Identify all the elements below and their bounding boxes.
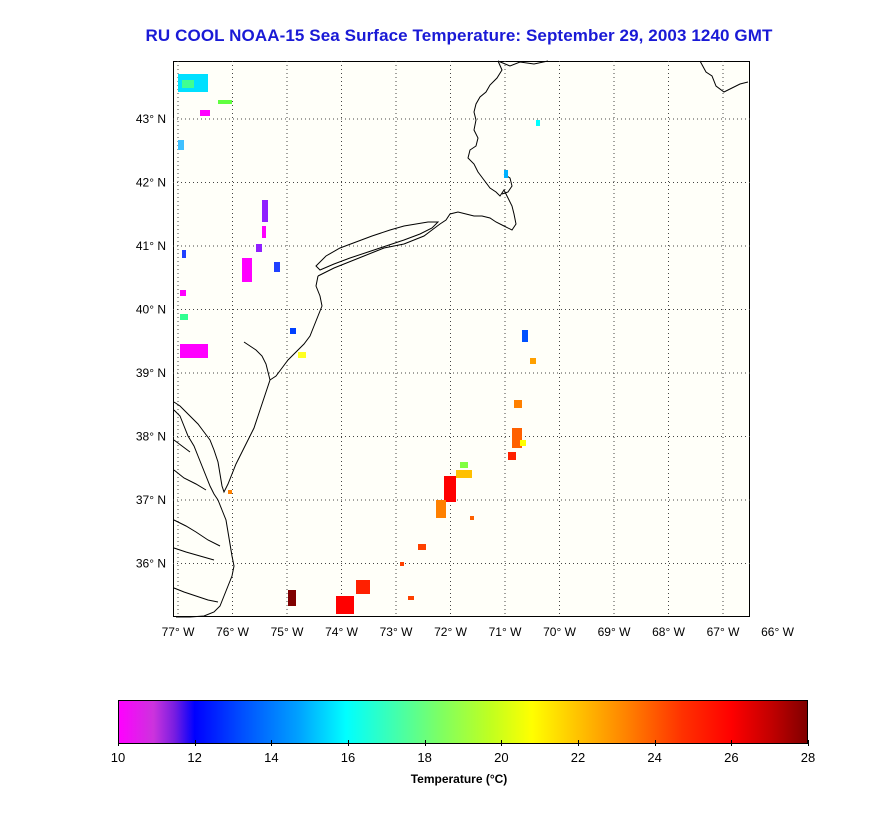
colorbar-tick-label: 18 <box>417 750 432 765</box>
sst-pixel-cluster <box>520 440 526 446</box>
coastline-carolina <box>176 499 235 618</box>
longitude-label: 69° W <box>598 625 631 639</box>
colorbar-tick-label: 26 <box>724 750 739 765</box>
colorbar-tick-label: 24 <box>647 750 662 765</box>
longitude-label: 66° W <box>761 625 794 639</box>
map-overlay: 77° W 76° W 75° W 74° W 73° W 72° W 71° W 70° W… <box>136 60 795 639</box>
sst-pixel-cluster <box>400 562 404 566</box>
sst-pixel-cluster <box>182 80 194 88</box>
sst-pixel-cluster <box>522 330 528 342</box>
coastline-long-island <box>315 221 440 271</box>
sst-pixel-cluster <box>228 490 232 494</box>
sst-pixel-cluster <box>242 258 252 282</box>
colorbar-tick <box>271 740 273 746</box>
sst-pixel-cluster <box>444 476 456 502</box>
sst-pixel-cluster <box>180 314 188 320</box>
colorbar-tick <box>578 740 579 746</box>
colorbar-tick-label: 20 <box>494 750 509 765</box>
colorbar-tick <box>424 740 426 746</box>
colorbar-tick <box>808 740 809 746</box>
longitude-label: 70° W <box>543 625 576 639</box>
sst-pixel-cluster <box>460 462 468 468</box>
sst-pixel-cluster <box>262 226 266 238</box>
sst-pixel-cluster <box>274 262 280 272</box>
sst-data <box>178 74 540 614</box>
sst-pixel-cluster <box>408 596 414 600</box>
colorbar-tick-label: 28 <box>800 750 816 765</box>
latitude-label: 40° N <box>136 303 166 317</box>
coastline-new-england <box>317 60 517 277</box>
colorbar-tick <box>194 740 196 746</box>
sst-pixel-cluster <box>290 328 296 334</box>
coastline-nova-scotia <box>699 60 749 93</box>
sst-pixel-cluster <box>436 500 446 518</box>
colorbar-tick-label: 22 <box>570 750 586 765</box>
sst-pixel-cluster <box>418 544 426 550</box>
longitude-label: 72° W <box>434 625 467 639</box>
colorbar-tick <box>348 740 349 746</box>
latitude-label: 36° N <box>136 557 166 571</box>
sst-pixel-cluster <box>180 344 208 358</box>
latitude-labels: 43° N 42° N 41° N 40° N 39° N 38° N 37° N 36° N <box>136 112 166 571</box>
colorbar-tick-label: 10 <box>110 750 126 765</box>
coastline-maine <box>497 60 549 67</box>
latitude-label: 38° N <box>136 430 166 444</box>
colorbar-ticks <box>118 740 809 750</box>
sst-pixel-cluster <box>256 244 262 252</box>
colorbar-title: Temperature (°C) <box>410 772 508 786</box>
longitude-label: 67° W <box>707 625 740 639</box>
sst-pixel-cluster <box>182 250 186 258</box>
sst-pixel-cluster <box>218 100 232 104</box>
sst-pixel-cluster <box>536 120 540 126</box>
longitude-label: 68° W <box>652 625 685 639</box>
coastline <box>173 60 749 618</box>
longitude-labels: 77° W 76° W 75° W 74° W 73° W 72° W 71° W 70° W… <box>162 625 795 639</box>
longitude-label: 73° W <box>380 625 413 639</box>
coastline-new-jersey <box>243 275 323 381</box>
sst-pixel-cluster <box>336 596 354 614</box>
sst-map <box>173 61 750 617</box>
sst-pixel-cluster <box>470 516 474 520</box>
longitude-label: 75° W <box>271 625 304 639</box>
longitude-label: 71° W <box>489 625 522 639</box>
latitude-label: 37° N <box>136 493 166 507</box>
coastline-inland <box>173 439 221 603</box>
longitude-label: 77° W <box>162 625 195 639</box>
sst-pixel-cluster <box>200 110 210 116</box>
sst-pixel-cluster <box>356 580 370 594</box>
longitude-label: 74° W <box>325 625 358 639</box>
colorbar <box>118 700 808 744</box>
sst-pixel-cluster <box>530 358 536 364</box>
colorbar-tick <box>654 740 656 746</box>
colorbar-tick <box>731 740 733 746</box>
colorbar-tick-label: 16 <box>340 750 356 765</box>
sst-pixel-cluster <box>508 452 516 460</box>
sst-pixel-cluster <box>456 470 472 478</box>
coastline-chesapeake <box>173 409 219 501</box>
sst-pixel-cluster <box>512 428 522 448</box>
sst-pixel-cluster <box>178 140 184 150</box>
latitude-label: 42° N <box>136 176 166 190</box>
graticule <box>173 61 750 617</box>
sst-pixel-cluster <box>514 400 522 408</box>
colorbar-tick <box>118 740 119 746</box>
coastline-delmarva <box>173 379 271 494</box>
colorbar-tick-label: 12 <box>187 750 202 765</box>
latitude-label: 43° N <box>136 112 166 126</box>
sst-pixel-cluster <box>262 200 268 222</box>
longitude-label: 76° W <box>216 625 249 639</box>
sst-pixel-cluster <box>180 290 186 296</box>
sst-pixel-cluster <box>504 170 508 178</box>
sst-pixel-cluster <box>288 590 296 606</box>
colorbar-tick <box>501 740 503 746</box>
map-title: RU COOL NOAA-15 Sea Surface Temperature:… <box>145 26 773 45</box>
latitude-label: 39° N <box>136 366 166 380</box>
colorbar-tick-label: 14 <box>264 750 279 765</box>
sst-pixel-cluster <box>298 352 306 358</box>
latitude-label: 41° N <box>136 239 166 253</box>
